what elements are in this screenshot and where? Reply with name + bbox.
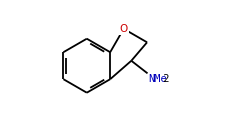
Text: NMe: NMe	[148, 74, 167, 84]
Text: O: O	[120, 24, 128, 34]
Text: 2: 2	[157, 74, 169, 84]
